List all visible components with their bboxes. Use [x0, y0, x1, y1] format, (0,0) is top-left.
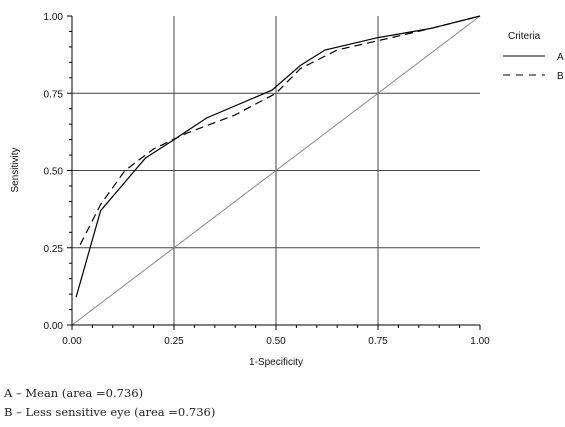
captions: A – Mean (area =0.736) B – Less sensitiv…	[4, 384, 215, 422]
series-line-b	[79, 15, 481, 245]
caption-b: B – Less sensitive eye (area =0.736)	[4, 405, 216, 419]
series-line-a	[75, 15, 481, 298]
x-tick-label: 0.00	[62, 336, 82, 347]
y-tick-label: 0.00	[44, 321, 64, 332]
legend: Criteria A B	[503, 31, 564, 82]
x-axis-label: 1-Specificity	[249, 357, 303, 368]
y-tick-label: 0.50	[44, 167, 64, 178]
x-tick-label: 0.25	[164, 336, 184, 347]
plot-area: 0.00 0.25 0.50 0.75 1.00 0.00 0.25 0.50 0.75 1.00	[44, 12, 491, 347]
legend-label-a: A	[557, 52, 564, 63]
y-axis-label: Sensitivity	[10, 147, 21, 192]
legend-title: Criteria	[508, 31, 541, 42]
reference-diagonal	[71, 15, 481, 326]
y-tick-label: 0.75	[44, 89, 64, 100]
x-tick-label: 0.50	[266, 336, 286, 347]
y-tick-label: 0.25	[44, 244, 64, 255]
x-tick-label: 0.75	[368, 336, 388, 347]
legend-label-b: B	[557, 71, 564, 82]
x-tick-label: 1.00	[470, 336, 490, 347]
roc-chart: 0.00 0.25 0.50 0.75 1.00 0.00 0.25 0.50 0.75 1.00…	[10, 12, 564, 368]
caption-a: A – Mean (area =0.736)	[4, 386, 144, 400]
y-tick-label: 1.00	[44, 12, 64, 23]
